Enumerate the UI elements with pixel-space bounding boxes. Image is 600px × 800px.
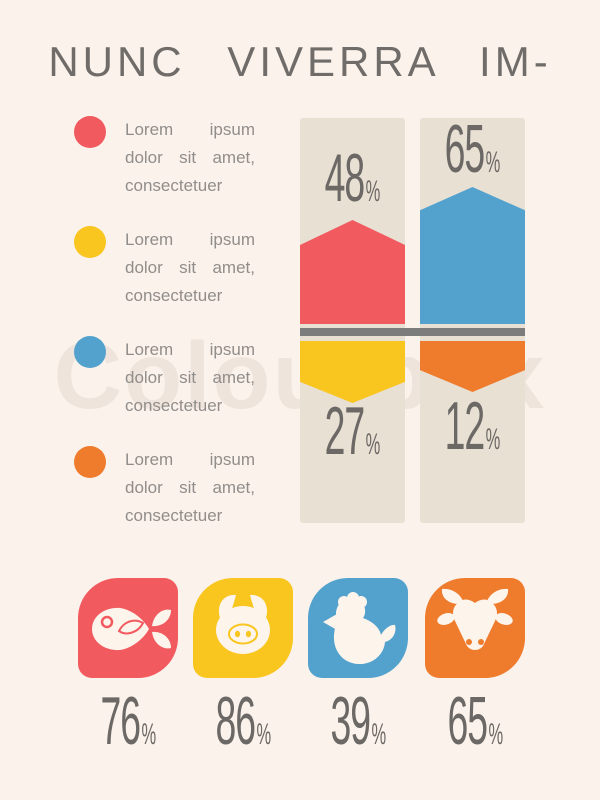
value-number: 48 (324, 140, 365, 216)
stat-tile-fish (78, 578, 178, 678)
percent-sign: % (256, 718, 272, 751)
stat-tile-cow (425, 578, 525, 678)
stat-tile-pig (193, 578, 293, 678)
up-arrow-blue (420, 187, 525, 324)
legend-blue-dot-icon (74, 336, 106, 368)
legend-item-blue: Lorem ipsum dolor sit amet, consectetuer (74, 336, 255, 420)
legend-orange-dot-icon (74, 446, 106, 478)
legend-yellow-dot-icon (74, 226, 106, 258)
value-label-up-left: 48% (324, 144, 382, 226)
value-label-down-left: 27% (324, 397, 382, 479)
value-label-up-right: 65% (444, 115, 502, 197)
value-number: 76 (100, 683, 141, 759)
stat-tile-chicken (308, 578, 408, 678)
legend-item-text: Lorem ipsum dolor sit amet, consectetuer (125, 340, 255, 415)
legend-item-text: Lorem ipsum dolor sit amet, consectetuer (125, 450, 255, 525)
stat-label-pig: 86% (216, 687, 272, 769)
stat-label-fish: 76% (101, 687, 157, 769)
down-arrow-orange (420, 341, 525, 392)
legend-item-yellow: Lorem ipsum dolor sit amet, consectetuer (74, 226, 255, 310)
legend-item-text: Lorem ipsum dolor sit amet, consectetuer (125, 230, 255, 305)
stat-label-cow: 65% (448, 687, 504, 769)
legend-item-red: Lorem ipsum dolor sit amet, consectetuer (74, 116, 255, 200)
legend: Lorem ipsum dolor sit amet, consectetuer… (74, 116, 255, 556)
percent-sign: % (365, 175, 381, 208)
value-number: 86 (215, 683, 256, 759)
value-number: 39 (330, 683, 371, 759)
legend-item-orange: Lorem ipsum dolor sit amet, consectetuer (74, 446, 255, 530)
chart-column-left: 48% 27% (300, 118, 405, 523)
page-title: NUNC VIVERRA IM- (48, 38, 552, 85)
percent-sign: % (141, 718, 157, 751)
cow-icon (437, 588, 513, 650)
pig-icon (216, 594, 270, 654)
divider-line (300, 328, 525, 336)
up-arrow-red (300, 220, 405, 324)
legend-item-text: Lorem ipsum dolor sit amet, consectetuer (125, 120, 255, 195)
fish-icon (92, 607, 171, 651)
value-label-down-right: 12% (444, 392, 502, 474)
percent-sign: % (485, 423, 501, 456)
value-number: 12 (444, 388, 485, 464)
value-number: 65 (447, 683, 488, 759)
chart-column-right: 65% 12% (420, 115, 525, 523)
percent-sign: % (485, 146, 501, 179)
stat-label-chicken: 39% (331, 687, 387, 769)
value-number: 27 (324, 393, 365, 469)
percent-sign: % (371, 718, 387, 751)
chicken-icon (323, 592, 396, 665)
percent-sign: % (488, 718, 504, 751)
percent-sign: % (365, 428, 381, 461)
legend-red-dot-icon (74, 116, 106, 148)
value-number: 65 (444, 111, 485, 187)
